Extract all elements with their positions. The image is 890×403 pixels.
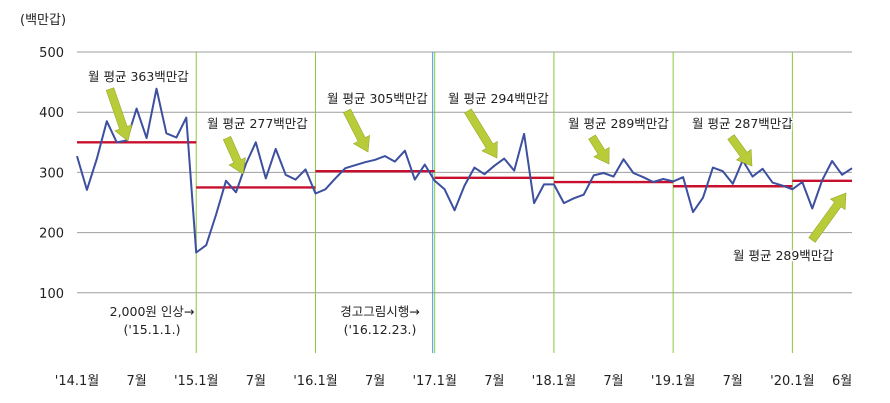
x-tick-label: '16.1월	[293, 374, 337, 389]
x-tick-label: '19.1월	[651, 374, 695, 389]
x-tick-label: '18.1월	[532, 374, 576, 389]
year-dividers	[195, 52, 793, 353]
x-tick-label: 7월	[126, 374, 146, 389]
x-tick-label: 7월	[365, 374, 385, 389]
series-line	[76, 87, 853, 254]
x-tick-label: '14.1월	[55, 374, 99, 389]
annotation-arrow	[222, 136, 246, 175]
annotation-arrows	[105, 87, 847, 243]
annotation-arrow	[727, 134, 753, 167]
average-label: 월 평균 277백만갑	[207, 116, 308, 131]
x-tick-label: 6월	[832, 374, 852, 389]
y-tick-label: 400	[39, 106, 64, 121]
y-tick-label: 300	[39, 166, 64, 181]
y-tick-label: 100	[39, 287, 64, 302]
average-lines	[77, 141, 852, 189]
x-tick-label: '15.1월	[174, 374, 218, 389]
y-tick-label: 200	[39, 227, 64, 242]
series-line-layer	[76, 87, 853, 254]
annotation-arrow	[464, 108, 498, 159]
x-tick-label: '20.1월	[770, 374, 814, 389]
event-note: 경고그림시행→	[340, 304, 419, 319]
annotation-arrow	[105, 87, 133, 142]
event-note: 2,000원 인상→	[110, 304, 195, 319]
grid-lines	[77, 51, 852, 294]
event-note: ('16.12.23.)	[344, 322, 417, 337]
average-label: 월 평균 363백만갑	[88, 69, 189, 84]
chart-text: 100 200 300 400 500 (백만갑) '14.1월 7월 '15.1월 7월 '16.…	[20, 13, 852, 389]
x-tick-label: '17.1월	[412, 374, 456, 389]
average-label: 월 평균 289백만갑	[568, 116, 669, 131]
average-label: 월 평균 287백만갑	[692, 116, 793, 131]
x-tick-label: 7월	[723, 374, 743, 389]
annotation-arrow	[808, 192, 847, 243]
annotation-arrow	[588, 134, 610, 165]
x-tick-label: 7월	[246, 374, 266, 389]
y-tick-label: 500	[39, 46, 64, 61]
average-label: 월 평균 305백만갑	[327, 91, 428, 106]
x-tick-label: 7월	[484, 374, 504, 389]
average-label: 월 평균 294백만갑	[448, 91, 549, 106]
x-tick-label: 7월	[603, 374, 623, 389]
annotation-arrow	[342, 108, 370, 153]
y-axis-label: (백만갑)	[20, 13, 66, 28]
average-label: 월 평균 289백만갑	[733, 248, 834, 263]
event-note: ('15.1.1.)	[124, 322, 181, 337]
